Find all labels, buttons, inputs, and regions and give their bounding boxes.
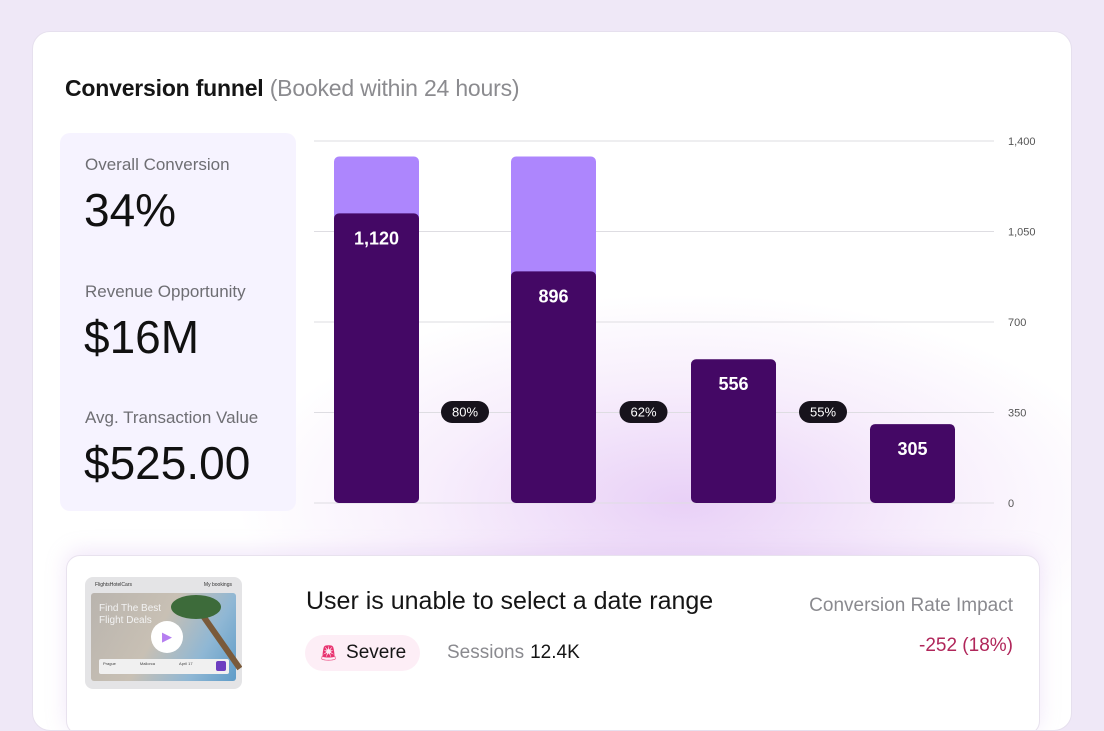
thumb-to: Mallorca xyxy=(139,661,156,666)
thumb-nav-hotel: Hotel xyxy=(109,582,122,588)
bar-value-label: 1,120 xyxy=(354,228,399,248)
thumbnail-image: Find The Best Flight Deals ▶ Prague Mall… xyxy=(91,593,242,681)
step-rate-label: 55% xyxy=(810,405,836,420)
stat-value-overall-conversion: 34% xyxy=(84,184,177,236)
thumb-search-icon xyxy=(216,661,226,671)
severity-label: Severe xyxy=(346,642,407,663)
stat-value-avg-transaction: $525.00 xyxy=(84,437,251,489)
session-replay-thumbnail[interactable]: Flights Hotel Cars My bookings Find The … xyxy=(85,577,242,689)
y-tick-label: 350 xyxy=(1008,408,1026,420)
y-tick-label: 1,400 xyxy=(1008,136,1036,148)
thumb-nav-bookings: My bookings xyxy=(203,582,232,588)
stat-label-avg-transaction: Avg. Transaction Value xyxy=(85,408,259,427)
thumb-nav-cars: Cars xyxy=(121,582,132,588)
step-rate-pill xyxy=(441,401,489,423)
issue-title[interactable]: User is unable to select a date range xyxy=(306,587,714,615)
siren-icon: 🚨︎ xyxy=(319,645,339,662)
stats-panel: Overall Conversion 34% Revenue Opportuni… xyxy=(60,133,296,511)
bar-converted xyxy=(691,359,776,503)
title-text: Conversion funnel xyxy=(65,75,264,101)
step-rate-pill xyxy=(619,401,668,423)
stat-value-revenue-opportunity: $16M xyxy=(84,311,200,363)
y-tick-label: 700 xyxy=(1008,317,1026,329)
palm-leaves xyxy=(171,595,221,619)
conversion-funnel-card: Conversion funnel (Booked within 24 hour… xyxy=(32,31,1072,731)
bar-value-label: 556 xyxy=(718,374,748,394)
bar-value-label: 896 xyxy=(538,286,568,306)
thumb-from: Prague xyxy=(103,661,116,666)
thumb-headline: Find The Best Flight Deals xyxy=(99,603,162,626)
title-subtitle: (Booked within 24 hours) xyxy=(269,75,520,101)
funnel-chart: 0 350 700 1,050 1,400 1,120 896 556 305 80% 62% 55% xyxy=(314,136,1036,510)
thumb-search-form: Prague Mallorca April 17 xyxy=(99,659,229,674)
step-rate-pill xyxy=(799,401,847,423)
impact-label: Conversion Rate Impact xyxy=(809,595,1013,616)
y-tick-label: 0 xyxy=(1008,498,1014,510)
card-title: Conversion funnel (Booked within 24 hour… xyxy=(65,75,520,102)
bar-converted xyxy=(870,424,955,503)
bar-converted xyxy=(511,271,596,503)
bar-converted xyxy=(334,213,419,503)
stat-label-revenue-opportunity: Revenue Opportunity xyxy=(85,282,246,301)
play-icon[interactable]: ▶ xyxy=(151,621,183,653)
sessions-value: 12.4K xyxy=(530,642,580,663)
y-tick-label: 1,050 xyxy=(1008,227,1036,239)
step-rate-label: 62% xyxy=(630,405,656,420)
sessions-label: Sessions xyxy=(447,642,525,663)
impact-value: -252 (18%) xyxy=(919,635,1013,656)
bar-value-label: 305 xyxy=(897,439,927,459)
stat-label-overall-conversion: Overall Conversion xyxy=(85,155,230,174)
thumbnail-nav: Flights Hotel Cars My bookings xyxy=(95,582,232,588)
thumb-nav-flights: Flights xyxy=(95,582,110,588)
thumb-date: April 17 xyxy=(179,661,193,666)
sessions-stat: Sessions 12.4K xyxy=(447,642,580,664)
step-rate-label: 80% xyxy=(452,405,478,420)
issue-card[interactable]: Flights Hotel Cars My bookings Find The … xyxy=(66,555,1040,730)
severity-badge: 🚨︎ Severe xyxy=(305,635,421,671)
